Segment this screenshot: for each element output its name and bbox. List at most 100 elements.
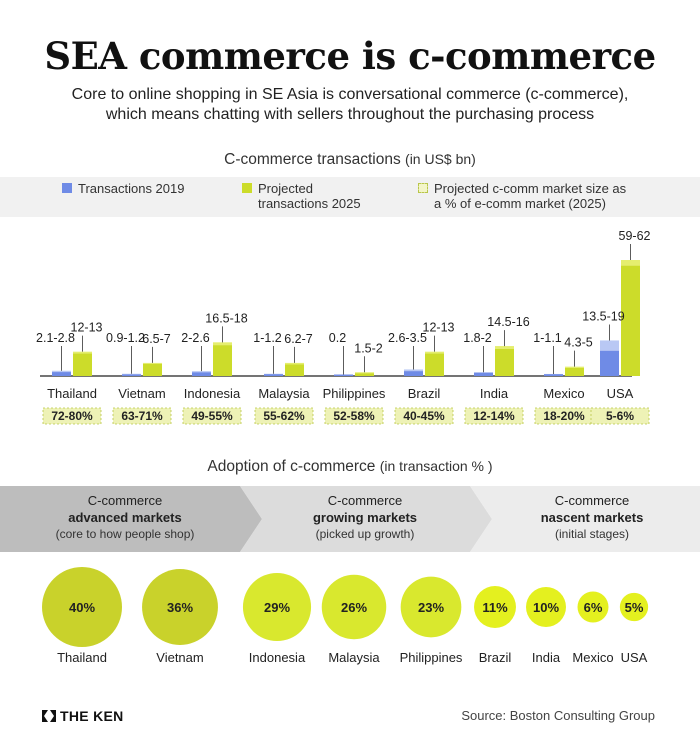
value-label-2019: 13.5-19 (582, 309, 624, 323)
band-advanced-bg (0, 486, 262, 552)
bubble (242, 572, 312, 642)
pct-badge (42, 407, 102, 425)
bar-chart: 2.1-2.812-13Thailand72-80%0.9-1.26.5-7Vi… (36, 229, 651, 425)
category-label: Vietnam (118, 386, 165, 401)
bubble-value-label: 11% (482, 600, 508, 615)
bubble (321, 574, 387, 640)
bar-2025 (565, 367, 584, 376)
band-advanced: C-commerce advanced markets (core to how… (0, 486, 250, 552)
band-growing-bg (240, 486, 492, 552)
bar-2025-range (495, 346, 514, 349)
bubble-category-label: Vietnam (156, 650, 203, 665)
band-nascent-bg (470, 486, 700, 552)
bar-2019-range (192, 371, 211, 373)
bubble (400, 576, 462, 638)
value-label-2019: 0.9-1.2 (106, 331, 145, 345)
bubble (577, 591, 609, 623)
band-advanced-line3: (core to how people shop) (55, 527, 195, 541)
bubble-chart: 40% Thailand 36% Vietnam 29% Indonesia 26% Mala… (42, 567, 649, 665)
pct-label: 49-55% (191, 409, 233, 423)
value-label-2025: 16.5-18 (205, 311, 247, 325)
pct-badge (590, 407, 650, 425)
pct-badge (324, 407, 384, 425)
legend-label-2025-line2: transactions 2025 (258, 196, 361, 211)
source-note: Source: Boston Consulting Group (461, 708, 655, 723)
band-advanced-line2: advanced markets (68, 510, 182, 525)
bar-2025-range (285, 362, 304, 365)
category-label: Thailand (47, 386, 97, 401)
value-label-2019: 2.6-3.5 (388, 331, 427, 345)
value-label-2019: 0.2 (329, 331, 346, 345)
bar-2025 (355, 373, 374, 376)
bubble-category-label: India (532, 650, 561, 665)
band-advanced-line1: C-commerce (87, 493, 163, 508)
bar-2019 (122, 374, 141, 376)
bar-2019 (192, 372, 211, 376)
category-label: Philippines (323, 386, 386, 401)
bubble (42, 567, 122, 647)
legend-label-pct-line2: a % of e-comm market (2025) (434, 196, 606, 211)
pct-badge (394, 407, 454, 425)
band-growing: C-commerce growing markets (picked up gr… (250, 486, 480, 552)
band-growing-line3: (picked up growth) (315, 527, 415, 541)
bar-2019 (264, 374, 283, 376)
bubble (474, 586, 516, 628)
bar-2019-range (404, 369, 423, 372)
value-label-2019: 2.1-2.8 (36, 331, 75, 345)
value-label-2025: 6.5-7 (142, 332, 171, 346)
bar-2025 (73, 353, 92, 376)
bar-2025-range (565, 366, 584, 368)
band-nascent: C-commerce nascent markets (initial stag… (484, 486, 700, 552)
bar-2025-range (213, 342, 232, 346)
category-label: Indonesia (184, 386, 241, 401)
bar-2019-range (52, 370, 71, 373)
category-label: Brazil (408, 386, 441, 401)
value-label-2019: 2-2.6 (181, 331, 210, 345)
bubble-chart-title-text: Adoption of c-commerce (207, 458, 376, 475)
bubble-value-label: 10% (533, 600, 559, 615)
bar-2025 (143, 363, 162, 376)
pct-badge (464, 407, 524, 425)
bubble-category-label: Philippines (400, 650, 463, 665)
bubble-category-label: Thailand (57, 650, 107, 665)
the-ken-logo: THE KEN (42, 708, 124, 724)
value-label-2025: 12-13 (423, 321, 455, 335)
category-label: USA (607, 386, 634, 401)
bubble-category-label: Malaysia (328, 650, 380, 665)
subtitle-line-1: Core to online shopping in SE Asia is co… (71, 86, 629, 103)
bar-2025 (425, 353, 444, 376)
pct-label: 63-71% (121, 409, 163, 423)
bar-2019 (404, 371, 423, 376)
bubble (142, 569, 218, 645)
bar-2025 (495, 348, 514, 376)
bar-2019 (474, 372, 493, 376)
bar-2025 (285, 364, 304, 376)
bar-chart-title-text: C-commerce transactions (224, 151, 401, 168)
pct-badge (254, 407, 314, 425)
category-label: India (480, 386, 509, 401)
legend-label-2019: Transactions 2019 (78, 181, 185, 196)
bubble (619, 592, 649, 622)
legend-label-2025-line1: Projected (258, 181, 313, 196)
bar-2025 (621, 265, 640, 376)
value-label-2025: 12-13 (71, 321, 103, 335)
bubble-value-label: 6% (584, 600, 603, 615)
value-label-2025: 4.3-5 (564, 336, 593, 350)
value-label-2025: 14.5-16 (487, 315, 529, 329)
bar-2025-range (143, 362, 162, 364)
bar-2019 (544, 374, 563, 376)
bar-chart-title: C-commerce transactions (in US$ bn) (0, 151, 700, 169)
pct-label: 55-62% (263, 409, 305, 423)
bubble-category-label: Indonesia (249, 650, 306, 665)
bubble-category-label: Brazil (479, 650, 512, 665)
bubble-value-label: 26% (341, 600, 367, 615)
bar-2025-range (425, 351, 444, 354)
bar-2019-range (600, 340, 619, 351)
pct-label: 12-14% (473, 409, 515, 423)
legend-swatch-2025 (242, 183, 252, 193)
bubble (526, 587, 566, 627)
page-title: SEA commerce is c-commerce (44, 34, 656, 78)
bubble-category-label: USA (621, 650, 648, 665)
pct-badge (182, 407, 242, 425)
bubble-chart-title-unit: (in transaction % ) (379, 458, 493, 474)
